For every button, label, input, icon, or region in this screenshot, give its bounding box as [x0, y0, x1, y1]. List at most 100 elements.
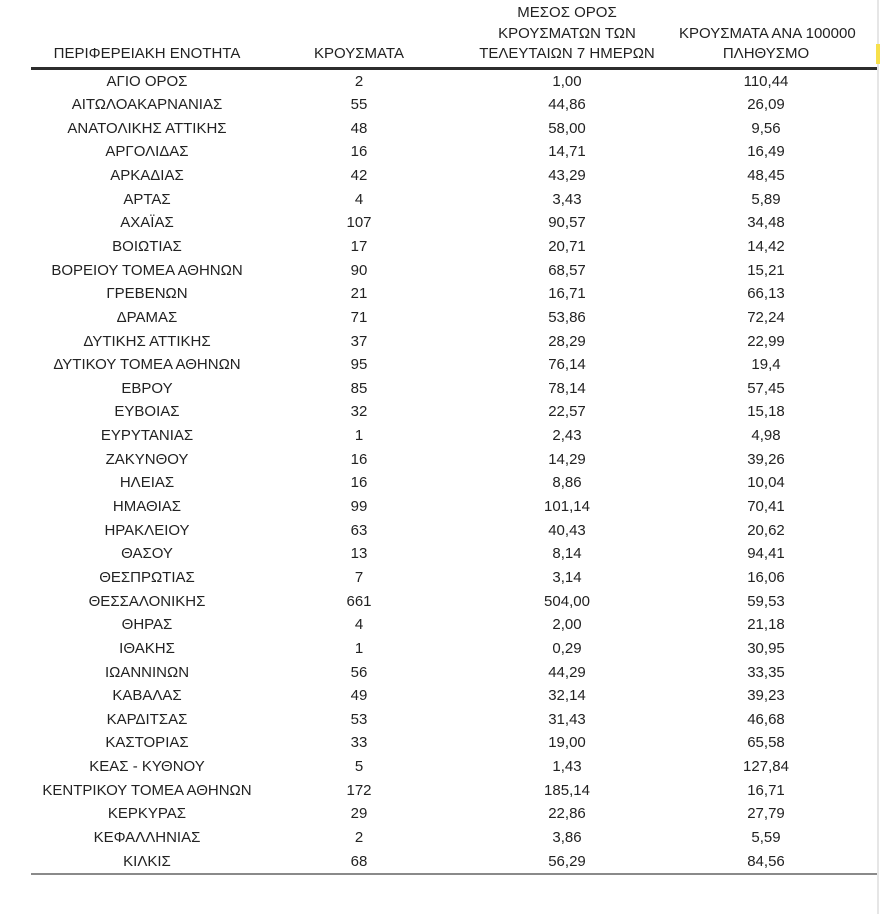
cases-cell: 49: [350, 687, 368, 705]
region-name-cell: ΗΡΑΚΛΕΙΟΥ: [104, 521, 190, 539]
table-header-row: ΠΕΡΙΦΕΡΕΙΑΚΗ ΕΝΟΤΗΤΑ ΚΡΟΥΣΜΑΤΑ ΜΕΣΟΣ ΟΡΟ…: [31, 0, 878, 70]
avg7-cell: 19,00: [548, 734, 586, 752]
table-row: ΘΑΣΟΥ 13 8,14 94,41: [31, 542, 878, 566]
column-header-per100k-line1: ΚΡΟΥΣΜΑΤΑ ΑΝΑ 100000: [679, 24, 856, 42]
per100k-cell: 48,45: [747, 167, 785, 185]
table-body: ΑΓΙΟ ΟΡΟΣ 2 1,00 110,44 ΑΙΤΩΛΟΑΚΑΡΝΑΝΙΑΣ…: [31, 70, 878, 876]
avg7-cell: 8,14: [552, 545, 582, 563]
per100k-cell: 16,71: [747, 781, 785, 799]
cases-cell: 95: [350, 356, 368, 374]
cases-cell: 42: [350, 167, 368, 185]
avg7-cell: 22,86: [548, 805, 586, 823]
avg7-cell: 16,71: [548, 285, 586, 303]
table-row: ΑΡΓΟΛΙΔΑΣ 16 14,71 16,49: [31, 140, 878, 164]
region-name-cell: ΔΥΤΙΚΟΥ ΤΟΜΕΑ ΑΘΗΝΩΝ: [53, 356, 241, 374]
region-name-cell: ΕΒΡΟΥ: [121, 379, 173, 397]
cases-cell: 13: [350, 545, 368, 563]
column-header-cases-label: ΚΡΟΥΣΜΑΤΑ: [314, 45, 404, 62]
table-row: ΗΛΕΙΑΣ 16 8,86 10,04: [31, 471, 878, 495]
avg7-cell: 8,86: [552, 474, 582, 492]
table-row: ΓΡΕΒΕΝΩΝ 21 16,71 66,13: [31, 282, 878, 306]
avg7-cell: 2,00: [552, 616, 582, 634]
per100k-cell: 5,59: [751, 829, 781, 846]
cases-cell: 48: [350, 119, 368, 137]
region-name-cell: ΙΩΑΝΝΙΝΩΝ: [104, 663, 190, 681]
avg7-cell: 40,43: [548, 521, 586, 539]
column-header-avg7-line1: ΜΕΣΟΣ ΟΡΟΣ: [517, 4, 617, 21]
region-name-cell: ΒΟΙΩΤΙΑΣ: [112, 237, 182, 255]
avg7-cell: 53,86: [548, 308, 586, 326]
per100k-cell: 20,62: [747, 521, 785, 539]
region-name-cell: ΑΧΑΪΑΣ: [120, 214, 174, 232]
table-row: ΚΕΦΑΛΛΗΝΙΑΣ 2 3,86 5,59: [31, 826, 878, 850]
per100k-cell: 39,23: [747, 687, 785, 705]
region-name-cell: ΚΙΛΚΙΣ: [123, 852, 171, 870]
per100k-cell: 19,4: [751, 356, 781, 374]
avg7-cell: 1,00: [552, 72, 582, 90]
table-row: ΚΕΝΤΡΙΚΟΥ ΤΟΜΕΑ ΑΘΗΝΩΝ 172 185,14 16,71: [31, 779, 878, 803]
avg7-cell: 504,00: [544, 592, 590, 610]
table-row: ΚΕΑΣ - ΚΥΘΝΟΥ 5 1,43 127,84: [31, 755, 878, 779]
cases-cell: 55: [350, 96, 368, 114]
table-row: ΕΥΡΥΤΑΝΙΑΣ 1 2,43 4,98: [31, 424, 878, 448]
per100k-cell: 22,99: [747, 332, 785, 350]
cases-cell: 4: [354, 190, 364, 208]
table-row: ΘΗΡΑΣ 4 2,00 21,18: [31, 613, 878, 637]
avg7-cell: 1,43: [552, 758, 582, 776]
region-name-cell: ΑΡΤΑΣ: [123, 190, 171, 208]
per100k-cell: 15,18: [747, 403, 785, 421]
avg7-cell: 22,57: [548, 403, 586, 421]
avg7-cell: 58,00: [548, 119, 586, 137]
per100k-cell: 66,13: [747, 285, 785, 303]
cases-cell: 16: [350, 450, 368, 468]
avg7-cell: 185,14: [544, 781, 590, 799]
right-edge-divider: [877, 0, 879, 914]
per100k-cell: 14,42: [747, 237, 785, 255]
avg7-cell: 20,71: [548, 237, 586, 255]
avg7-cell: 14,29: [548, 450, 586, 468]
per100k-cell: 72,24: [747, 308, 785, 326]
cases-cell: 33: [350, 734, 368, 752]
region-name-cell: ΓΡΕΒΕΝΩΝ: [106, 285, 188, 303]
table-row: ΑΧΑΪΑΣ 107 90,57 34,48: [31, 211, 878, 235]
table-row: ΑΡΚΑΔΙΑΣ 42 43,29 48,45: [31, 164, 878, 188]
regional-cases-table: ΠΕΡΙΦΕΡΕΙΑΚΗ ΕΝΟΤΗΤΑ ΚΡΟΥΣΜΑΤΑ ΜΕΣΟΣ ΟΡΟ…: [31, 0, 878, 876]
cases-cell: 29: [350, 805, 368, 823]
region-name-cell: ΕΥΒΟΙΑΣ: [114, 403, 180, 421]
column-header-per100k: ΚΡΟΥΣΜΑΤΑ ΑΝΑ 100000 ΠΛΗΘΥΣΜΟ: [679, 24, 856, 65]
avg7-cell: 0,29: [552, 639, 582, 657]
table-row: ΔΥΤΙΚΟΥ ΤΟΜΕΑ ΑΘΗΝΩΝ 95 76,14 19,4: [31, 353, 878, 377]
table-row: ΗΜΑΘΙΑΣ 99 101,14 70,41: [31, 495, 878, 519]
table-row: ΔΡΑΜΑΣ 71 53,86 72,24: [31, 306, 878, 330]
table-row: ΚΕΡΚΥΡΑΣ 29 22,86 27,79: [31, 802, 878, 826]
cases-cell: 7: [354, 568, 364, 586]
region-name-cell: ΕΥΡΥΤΑΝΙΑΣ: [100, 427, 194, 445]
table-row: ΒΟΙΩΤΙΑΣ 17 20,71 14,42: [31, 235, 878, 259]
column-header-region-label: ΠΕΡΙΦΕΡΕΙΑΚΗ ΕΝΟΤΗΤΑ: [53, 45, 241, 62]
column-header-avg7-line3: ΤΕΛΕΥΤΑΙΩΝ 7 ΗΜΕΡΩΝ: [479, 45, 655, 62]
cases-cell: 16: [350, 474, 368, 492]
cases-cell: 71: [350, 308, 368, 326]
cases-cell: 21: [350, 285, 368, 303]
table-row: ΑΝΑΤΟΛΙΚΗΣ ΑΤΤΙΚΗΣ 48 58,00 9,56: [31, 117, 878, 141]
region-name-cell: ΗΜΑΘΙΑΣ: [112, 498, 182, 516]
region-name-cell: ΑΓΙΟ ΟΡΟΣ: [106, 72, 188, 90]
avg7-cell: 56,29: [548, 852, 586, 870]
table-row: ΑΡΤΑΣ 4 3,43 5,89: [31, 188, 878, 212]
table-row: ΗΡΑΚΛΕΙΟΥ 63 40,43 20,62: [31, 519, 878, 543]
per100k-cell: 33,35: [747, 663, 785, 681]
column-header-avg7-line2: ΚΡΟΥΣΜΑΤΩΝ ΤΩΝ: [498, 24, 636, 42]
per100k-cell: 70,41: [747, 498, 785, 516]
region-name-cell: ΘΑΣΟΥ: [121, 545, 173, 563]
cases-cell: 68: [350, 852, 368, 870]
per100k-cell: 110,44: [743, 72, 789, 90]
cases-cell: 85: [350, 379, 368, 397]
table-row: ΘΕΣΣΑΛΟΝΙΚΗΣ 661 504,00 59,53: [31, 590, 878, 614]
per100k-cell: 21,18: [747, 616, 785, 634]
cases-cell: 99: [350, 498, 368, 516]
region-name-cell: ΑΙΤΩΛΟΑΚΑΡΝΑΝΙΑΣ: [71, 96, 223, 114]
cases-cell: 32: [350, 403, 368, 421]
per100k-cell: 27,79: [747, 805, 785, 823]
region-name-cell: ΗΛΕΙΑΣ: [119, 474, 175, 492]
